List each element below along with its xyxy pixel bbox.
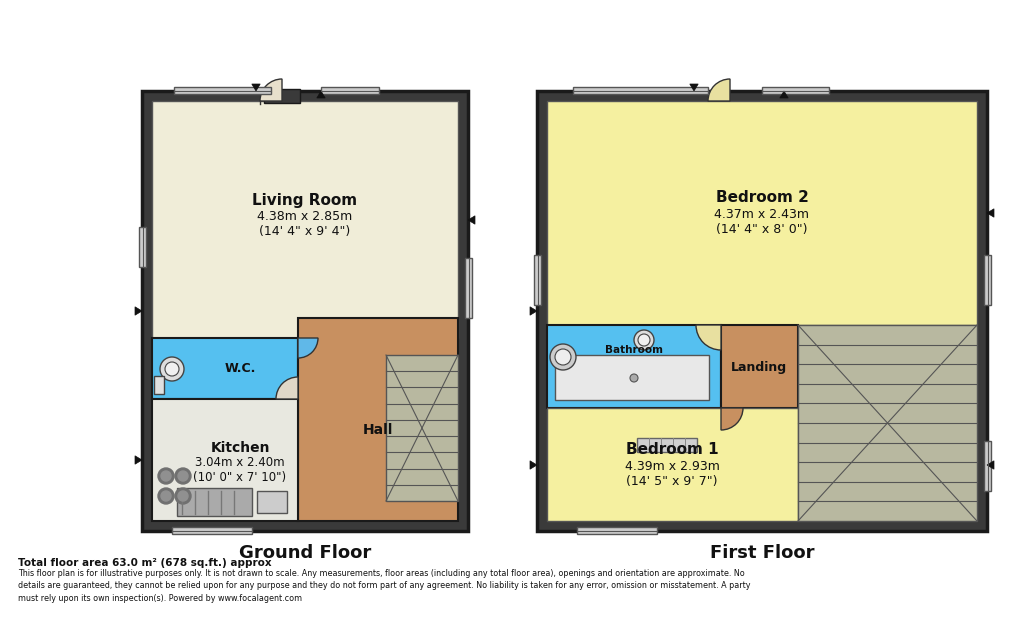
- Text: (10' 0" x 7' 10"): (10' 0" x 7' 10"): [194, 471, 287, 483]
- Circle shape: [165, 362, 179, 376]
- Text: Kitchen: Kitchen: [210, 441, 269, 455]
- Bar: [984, 441, 991, 491]
- Text: (14' 4" x 8' 0"): (14' 4" x 8' 0"): [716, 223, 808, 237]
- Circle shape: [175, 488, 191, 504]
- Text: Hall: Hall: [362, 423, 393, 437]
- Bar: [547, 408, 798, 521]
- Circle shape: [550, 344, 575, 370]
- Bar: [152, 101, 458, 338]
- Bar: [142, 91, 468, 531]
- Text: (14' 4" x 9' 4"): (14' 4" x 9' 4"): [259, 225, 350, 239]
- Text: (14' 5" x 9' 7"): (14' 5" x 9' 7"): [627, 476, 718, 488]
- Bar: [547, 325, 721, 408]
- Text: 4.37m x 2.43m: 4.37m x 2.43m: [715, 208, 810, 221]
- Bar: [257, 491, 287, 513]
- Bar: [577, 527, 657, 534]
- Text: 4.38m x 2.85m: 4.38m x 2.85m: [257, 211, 352, 223]
- Text: W.C.: W.C.: [224, 362, 256, 375]
- Bar: [152, 338, 298, 399]
- Wedge shape: [298, 338, 318, 358]
- Bar: [465, 258, 472, 318]
- Circle shape: [178, 471, 188, 481]
- Wedge shape: [696, 325, 721, 350]
- Text: First Floor: First Floor: [710, 544, 814, 562]
- Bar: [139, 227, 146, 267]
- Wedge shape: [260, 79, 282, 101]
- Bar: [298, 318, 458, 521]
- Text: Total floor area 63.0 m² (678 sq.ft.) approx: Total floor area 63.0 m² (678 sq.ft.) ap…: [18, 558, 271, 568]
- Bar: [386, 355, 458, 501]
- Circle shape: [158, 488, 174, 504]
- Circle shape: [638, 334, 650, 346]
- Text: Living Room: Living Room: [253, 192, 357, 208]
- Polygon shape: [316, 91, 326, 98]
- Circle shape: [161, 491, 171, 501]
- Bar: [798, 325, 977, 521]
- Bar: [321, 87, 379, 94]
- Polygon shape: [987, 209, 994, 217]
- Bar: [152, 399, 298, 521]
- Text: Bedroom 2: Bedroom 2: [716, 191, 808, 206]
- Text: This floor plan is for illustrative purposes only. It is not drawn to scale. Any: This floor plan is for illustrative purp…: [18, 569, 751, 603]
- Wedge shape: [721, 408, 743, 430]
- Bar: [174, 87, 271, 94]
- Polygon shape: [468, 216, 475, 224]
- Bar: [177, 488, 252, 516]
- Text: Ground Floor: Ground Floor: [239, 544, 371, 562]
- Circle shape: [161, 471, 171, 481]
- Bar: [762, 87, 829, 94]
- Text: Bathroom: Bathroom: [605, 345, 663, 355]
- Circle shape: [175, 468, 191, 484]
- Wedge shape: [276, 377, 298, 399]
- Bar: [573, 87, 708, 94]
- Bar: [555, 355, 709, 400]
- Bar: [534, 255, 541, 305]
- Bar: [154, 376, 164, 394]
- Polygon shape: [530, 307, 537, 316]
- Polygon shape: [252, 84, 260, 91]
- Bar: [721, 325, 798, 408]
- Text: 3.04m x 2.40m: 3.04m x 2.40m: [196, 456, 285, 469]
- Polygon shape: [135, 307, 142, 316]
- Bar: [547, 101, 977, 325]
- Text: Landing: Landing: [731, 360, 787, 374]
- Bar: [637, 438, 697, 452]
- Bar: [264, 89, 300, 103]
- Polygon shape: [987, 461, 994, 469]
- Circle shape: [178, 491, 188, 501]
- Bar: [172, 527, 252, 534]
- Circle shape: [158, 468, 174, 484]
- Polygon shape: [135, 456, 142, 464]
- Circle shape: [630, 374, 638, 382]
- Wedge shape: [708, 79, 730, 101]
- Text: 4.39m x 2.93m: 4.39m x 2.93m: [625, 461, 720, 473]
- Polygon shape: [780, 91, 788, 98]
- Bar: [537, 91, 987, 531]
- Circle shape: [555, 349, 571, 365]
- Bar: [984, 255, 991, 305]
- Circle shape: [160, 357, 184, 381]
- Text: Bedroom 1: Bedroom 1: [626, 442, 718, 457]
- Polygon shape: [690, 84, 698, 91]
- Circle shape: [634, 330, 654, 350]
- Polygon shape: [530, 461, 537, 469]
